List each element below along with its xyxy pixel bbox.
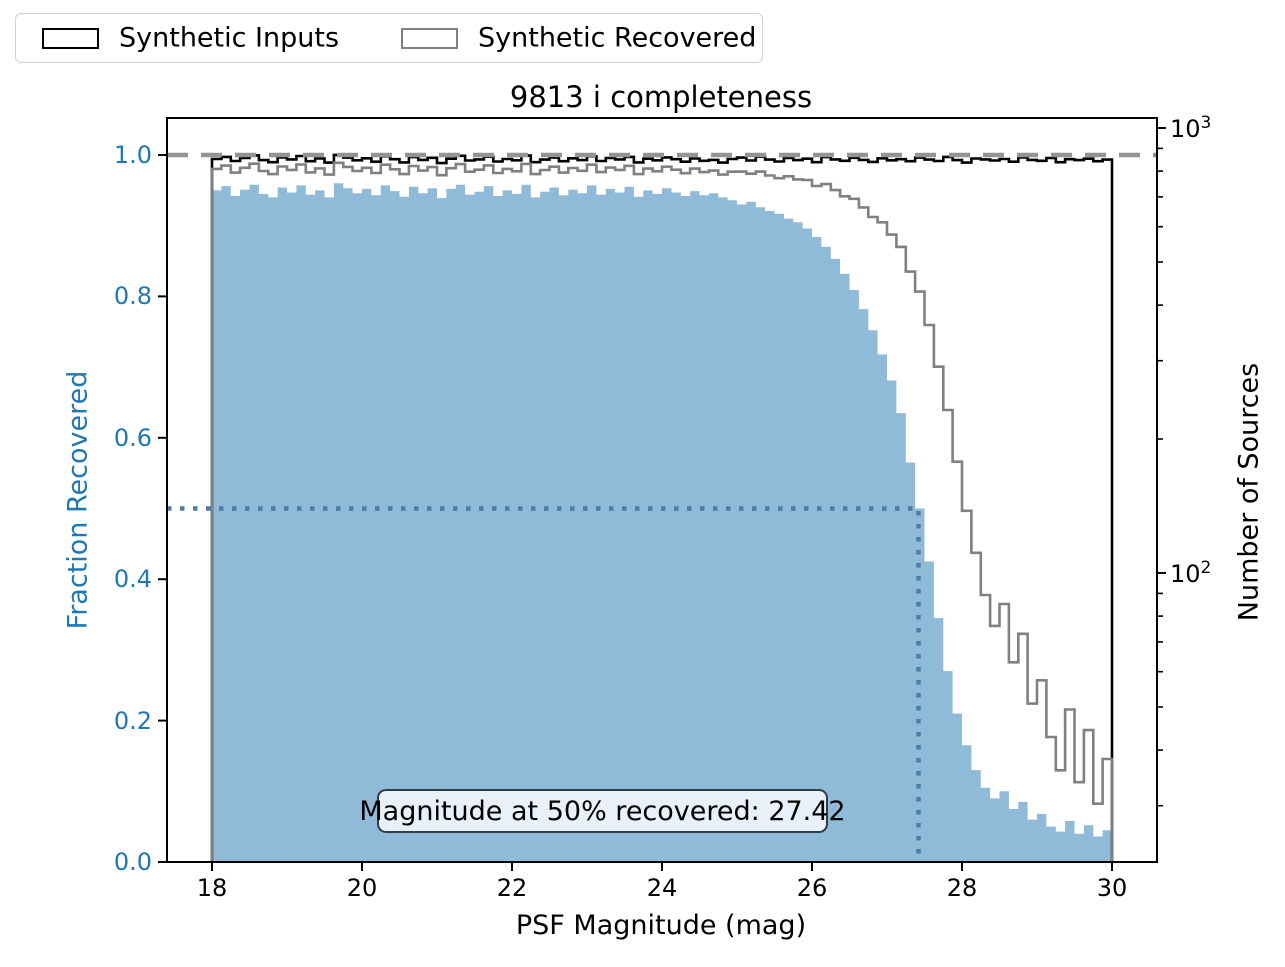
x-axis-label: PSF Magnitude (mag) xyxy=(515,910,807,941)
y-left-tick-label-0.0: 0.0 xyxy=(113,848,152,876)
half-recovered-marker-line xyxy=(167,506,921,862)
synthetic-inputs-line xyxy=(210,153,1114,862)
legend-label-synthetic-recovered: Synthetic Recovered xyxy=(478,22,757,54)
x-tick-label-18: 18 xyxy=(196,874,228,902)
legend: Synthetic Inputs Synthetic Recovered xyxy=(15,13,763,63)
x-tick-label-28: 28 xyxy=(946,874,978,902)
legend-swatch-synthetic-inputs xyxy=(42,28,99,49)
x-tick-label-24: 24 xyxy=(646,874,678,902)
x-tick-label-26: 26 xyxy=(796,874,828,902)
synthetic-recovered-line xyxy=(210,161,1114,862)
y-left-tick-label-1.0: 1.0 xyxy=(113,141,152,169)
fraction-recovered-histogram xyxy=(212,183,1112,863)
y-axis-label-left: Fraction Recovered xyxy=(62,370,94,630)
y-left-tick-label-0.2: 0.2 xyxy=(113,706,152,735)
y-left-tick-label-0.8: 0.8 xyxy=(113,282,152,311)
x-tick-label-20: 20 xyxy=(346,874,378,902)
y-left-tick-label-0.6: 0.6 xyxy=(113,423,152,452)
chart-title: 9813 i completeness xyxy=(509,80,813,114)
legend-label-synthetic-inputs: Synthetic Inputs xyxy=(119,22,340,54)
x-tick-label-22: 22 xyxy=(496,874,528,902)
y-right-tick-label-10e3: 103 xyxy=(1170,113,1212,143)
legend-swatch-synthetic-recovered xyxy=(401,28,458,49)
y-right-tick-label-10e2: 102 xyxy=(1170,558,1212,588)
axes-spines xyxy=(166,117,1158,863)
y-left-tick-label-0.4: 0.4 xyxy=(113,565,152,594)
y-axis-label-right: Number of Sources xyxy=(1233,362,1265,622)
half-recovered-annotation: Magnitude at 50% recovered: 27.42 xyxy=(359,789,846,833)
x-tick-label-30: 30 xyxy=(1096,874,1128,902)
